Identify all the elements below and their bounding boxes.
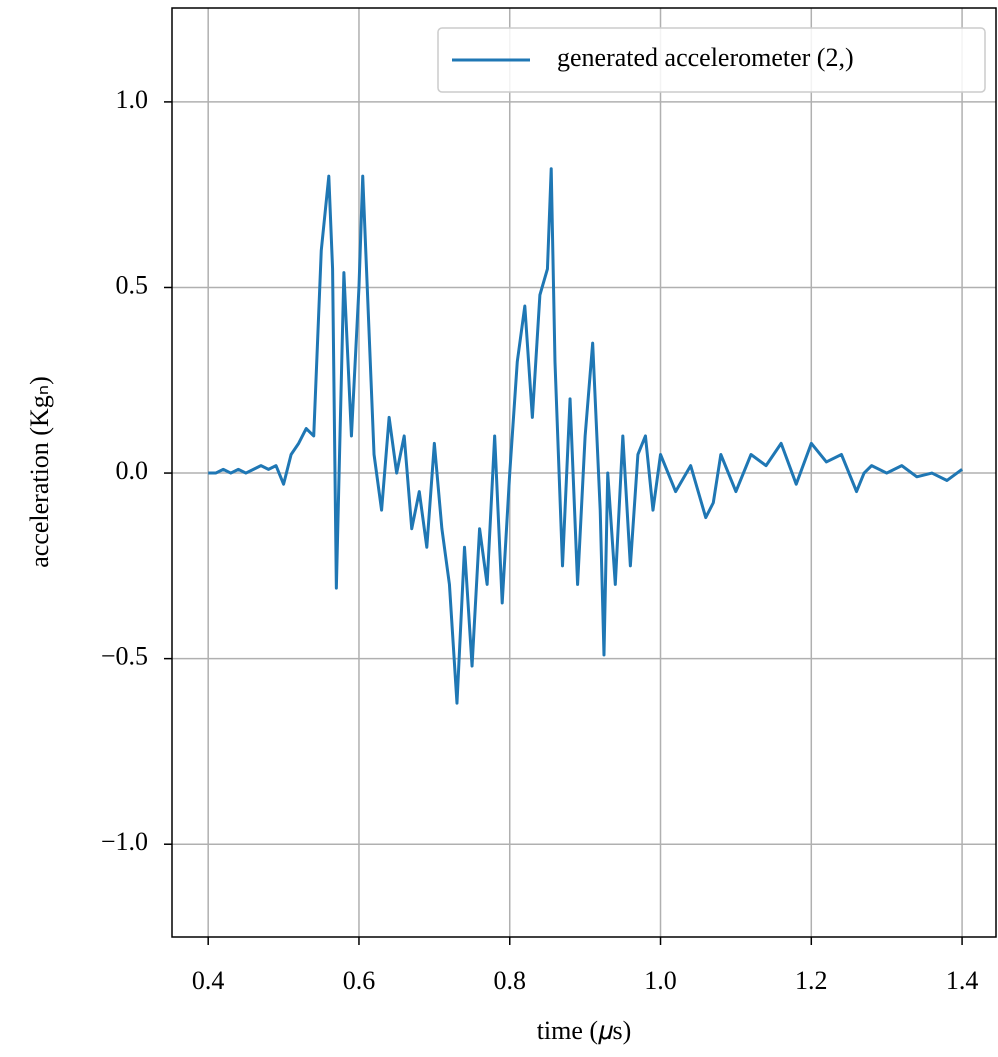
axes-frame [171,7,997,938]
y-axis-label: acceleration (Kgₙ) [25,376,54,568]
legend-label: generated accelerometer (2,) [557,43,854,72]
legend-box [437,27,986,93]
x-tick-label: 1.2 [795,966,828,995]
data-line [208,167,963,705]
x-tick-label: 0.6 [343,966,376,995]
y-tick-label: −0.5 [101,642,148,671]
legend: generated accelerometer (2,) [437,27,986,93]
y-tick-label: 0.0 [116,456,149,485]
x-tick-label: 0.8 [493,966,526,995]
y-tick-label: 1.0 [116,85,149,114]
x-tick-label: 1.4 [946,966,979,995]
y-tick-label: 0.5 [116,270,149,299]
y-tick-label: −1.0 [101,827,148,856]
x-tick-label: 0.4 [192,966,225,995]
x-tick-label: 1.0 [644,966,677,995]
x-axis-label: time (𝜇s) [537,1016,632,1045]
